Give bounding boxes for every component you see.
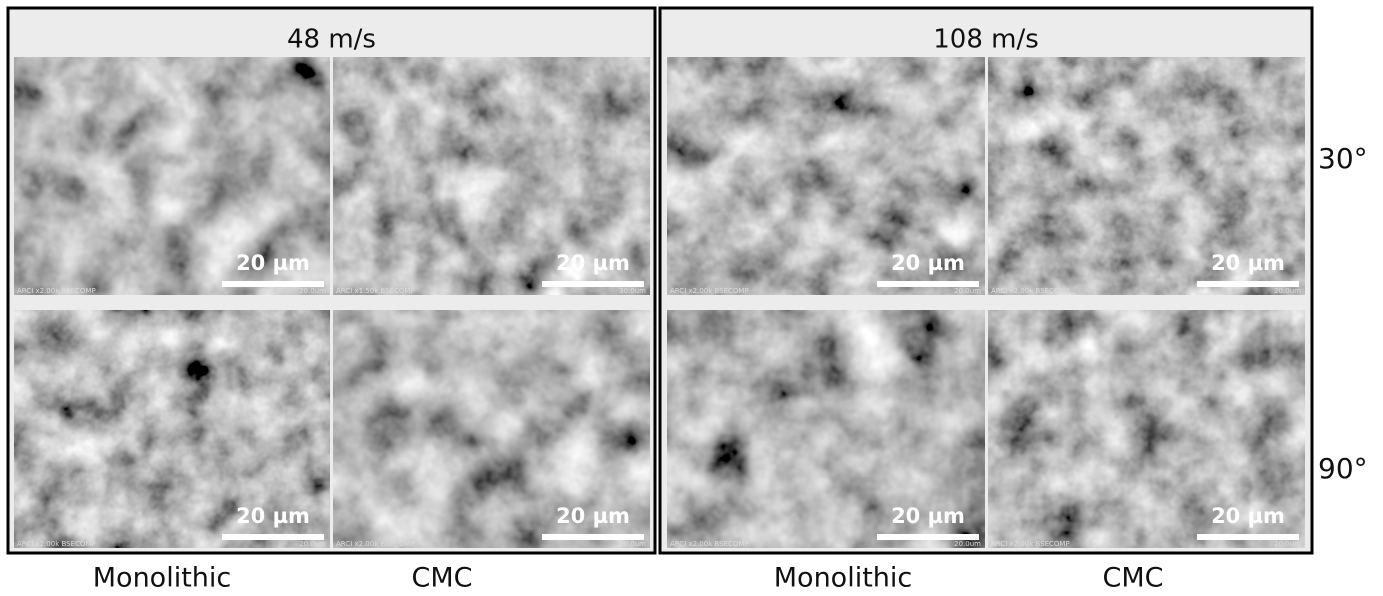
image-info: ARCI x2.00k BSECOMP <box>17 540 96 548</box>
row-label: 30° <box>1318 142 1368 175</box>
panel-title: 108 m/s <box>933 25 1039 55</box>
image-info: ARCI x2.00k BSECOMP <box>991 287 1070 295</box>
field-width: 20.0um <box>954 540 981 548</box>
column-label: Monolithic <box>774 563 913 594</box>
scale-bar-label: 20 µm <box>556 504 630 528</box>
column-label: CMC <box>1102 563 1163 594</box>
scale-bar-label: 20 µm <box>891 504 965 528</box>
field-width: 30.0um <box>619 287 646 295</box>
field-width: 20.0um <box>954 287 981 295</box>
field-width: 20.0um <box>1274 287 1301 295</box>
image-info: ARCI x1.50k BSECOMP <box>336 287 415 295</box>
scale-bar-label: 20 µm <box>236 504 310 528</box>
image-info: ARCI x2.00k BSECOMP <box>670 540 749 548</box>
panel-title: 48 m/s <box>287 25 376 55</box>
image-info: ARCI x2.00k BSECOMP <box>670 287 749 295</box>
column-label: Monolithic <box>93 563 232 594</box>
field-width: 20.0um <box>1274 540 1301 548</box>
column-label: CMC <box>411 563 472 594</box>
page: 48 m/s 20 µm ARCI x2.00k BSECOMP 20.0um 20 µ… <box>0 0 1383 596</box>
image-info: ARCI x2.00k BSECOMP <box>991 540 1070 548</box>
figure: 48 m/s 20 µm ARCI x2.00k BSECOMP 20.0um 20 µ… <box>0 0 1383 596</box>
scale-bar-label: 20 µm <box>236 251 310 275</box>
row-label: 90° <box>1318 452 1368 485</box>
field-width: 20.0um <box>619 540 646 548</box>
scale-bar-label: 20 µm <box>1211 504 1285 528</box>
image-info: ARCI x2.00k BSECOMP <box>17 287 96 295</box>
field-width: 20.0um <box>299 540 326 548</box>
scale-bar-label: 20 µm <box>556 251 630 275</box>
field-width: 20.0um <box>299 287 326 295</box>
image-info: ARCI x2.00k BSECOMP <box>336 540 415 548</box>
scale-bar-label: 20 µm <box>891 251 965 275</box>
scale-bar-label: 20 µm <box>1211 251 1285 275</box>
